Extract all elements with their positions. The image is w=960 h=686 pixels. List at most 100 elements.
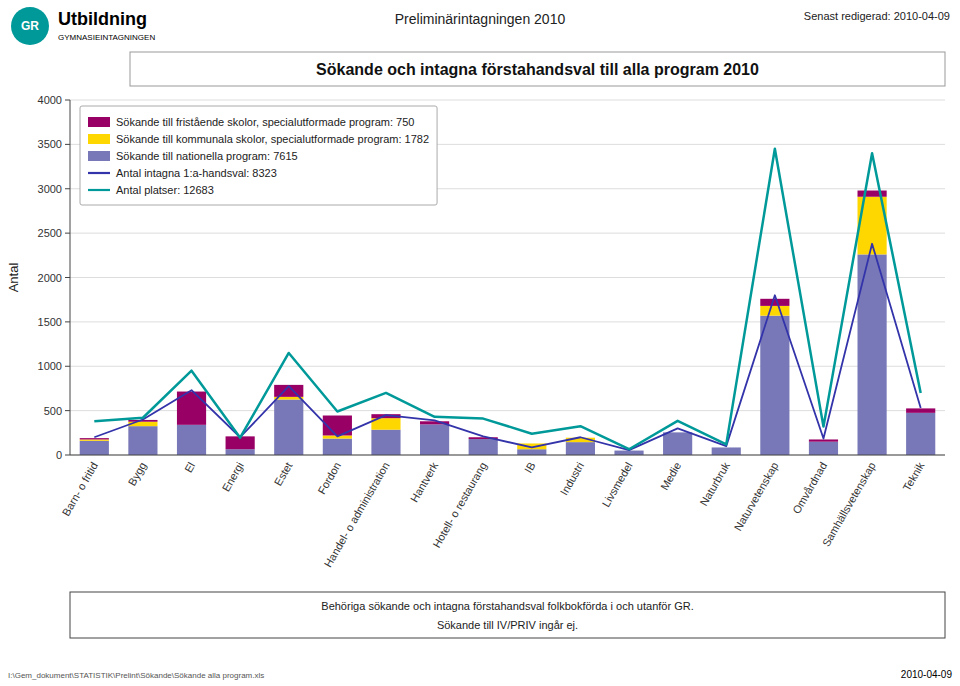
category-label: El xyxy=(182,460,197,474)
category-label: IB xyxy=(522,460,538,475)
grid-line xyxy=(70,277,945,278)
grid-line xyxy=(70,321,945,322)
bar xyxy=(274,400,303,455)
footer-text: Sökande till IV/PRIV ingår ej. xyxy=(437,619,578,631)
tick-mark xyxy=(65,144,70,145)
chart: GR Utbildning GYMNASIEINTAGNINGEN Preliminä… xyxy=(0,0,960,686)
y-axis: 0 500 1000 1500 2000 2500 3000 3500 4000 xyxy=(38,94,945,461)
tick-label: 3500 xyxy=(38,138,62,150)
grid-line xyxy=(70,233,945,234)
category-label: Omvårdnad xyxy=(790,460,829,516)
tick-mark xyxy=(65,410,70,411)
grid-line xyxy=(70,455,945,456)
category-label: Naturvetenskap xyxy=(732,460,781,533)
tick-label: 1500 xyxy=(38,316,62,328)
tick-label: 3000 xyxy=(38,183,62,195)
legend-swatch xyxy=(88,151,110,161)
bar xyxy=(760,299,789,306)
bar xyxy=(809,442,838,455)
bar xyxy=(80,441,109,455)
bar xyxy=(469,439,498,455)
tick-mark xyxy=(65,277,70,278)
tick-mark xyxy=(65,455,70,456)
category-label: Medie xyxy=(658,460,683,492)
tick-mark xyxy=(65,100,70,101)
category-label: Industri xyxy=(558,460,586,497)
category-label: Fordon xyxy=(315,460,343,496)
bar xyxy=(858,191,887,197)
bar xyxy=(906,413,935,455)
bar xyxy=(712,447,741,455)
grid-line xyxy=(70,100,945,101)
legend: Sökande till fristående skolor, specialu… xyxy=(80,106,437,205)
legend-swatch xyxy=(88,117,110,127)
category-label: Naturbruk xyxy=(697,460,732,508)
bar xyxy=(566,442,595,455)
bar xyxy=(614,451,643,455)
bar xyxy=(517,449,546,455)
tick-label: 0 xyxy=(56,449,62,461)
x-axis-line xyxy=(70,455,945,456)
legend-swatch xyxy=(88,189,110,191)
category-label: Livsmedel xyxy=(600,460,635,509)
y-axis-line xyxy=(70,100,71,455)
logo-text: GR xyxy=(21,19,39,33)
category-label: Samhällsvetenskap xyxy=(820,460,878,549)
legend-label: Sökande till nationella program: 7615 xyxy=(116,150,298,162)
footer-box xyxy=(70,592,945,638)
bar xyxy=(80,438,109,439)
logo-subtitle: GYMNASIEINTAGNINGEN xyxy=(58,33,155,42)
legend-swatch xyxy=(88,134,110,144)
bar xyxy=(809,439,838,441)
legend-label: Antal intagna 1:a-handsval: 8323 xyxy=(116,167,277,179)
category-label: Bygg xyxy=(126,460,149,488)
header-center: Preliminärintagningen 2010 xyxy=(395,11,566,27)
logo-circle xyxy=(11,7,49,45)
tick-label: 500 xyxy=(44,405,62,417)
bar xyxy=(663,432,692,455)
category-label: Estet xyxy=(272,460,295,488)
logo-title: Utbildning xyxy=(58,9,147,29)
bar xyxy=(712,447,741,448)
legend-label: Sökande till fristående skolor, specialu… xyxy=(116,116,414,128)
category-label: Energi xyxy=(220,460,246,494)
bar xyxy=(371,430,400,455)
footer-text: Behöriga sökande och intagna förstahands… xyxy=(321,600,693,612)
bar xyxy=(906,408,935,412)
legend-label: Sökande till kommunala skolor, specialut… xyxy=(116,133,429,145)
bar xyxy=(177,425,206,455)
tick-mark xyxy=(65,321,70,322)
bar xyxy=(226,449,255,455)
category-label: Teknik xyxy=(900,460,926,493)
legend-label: Antal platser: 12683 xyxy=(116,184,214,196)
x-axis: Barn- o fritidByggElEnergiEstetFordonHan… xyxy=(60,460,927,570)
tick-mark xyxy=(65,188,70,189)
tick-label: 1000 xyxy=(38,360,62,372)
bar xyxy=(128,426,157,455)
footer-path: I:\Gem_dokument\STATISTIK\Prelint\Sökand… xyxy=(8,671,264,680)
category-label: Hotell- o restaurang xyxy=(430,460,489,550)
tick-label: 4000 xyxy=(38,94,62,106)
category-label: Barn- o fritid xyxy=(60,460,100,518)
bar xyxy=(517,443,546,444)
bar xyxy=(760,306,789,316)
tick-label: 2500 xyxy=(38,227,62,239)
tick-mark xyxy=(65,233,70,234)
bar-series xyxy=(80,191,936,450)
legend-box xyxy=(80,106,437,205)
tick-label: 2000 xyxy=(38,272,62,284)
title: Sökande och intagna förstahandsval till … xyxy=(316,61,759,78)
plot-data xyxy=(80,149,936,455)
legend-swatch xyxy=(88,172,110,174)
tick-mark xyxy=(65,366,70,367)
title-box xyxy=(130,52,945,86)
bar xyxy=(80,439,109,440)
category-label: Hantverk xyxy=(408,460,441,505)
header-right: Senast redigerad: 2010-04-09 xyxy=(804,10,950,22)
footer-date: 2010-04-09 xyxy=(901,669,953,680)
bar xyxy=(760,316,789,455)
bar xyxy=(420,424,449,455)
bar xyxy=(712,447,741,448)
category-label: Handel- o administration xyxy=(322,460,392,569)
bar xyxy=(323,439,352,455)
